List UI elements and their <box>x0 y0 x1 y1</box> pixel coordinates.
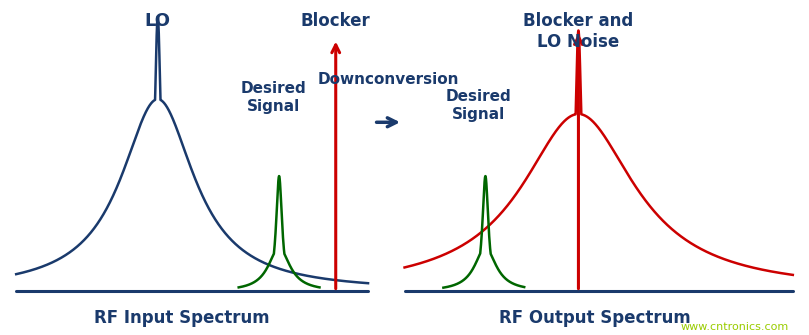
Text: Desired
Signal: Desired Signal <box>446 89 512 122</box>
Text: RF Input Spectrum: RF Input Spectrum <box>94 309 270 327</box>
Text: Blocker and
LO Noise: Blocker and LO Noise <box>523 12 633 51</box>
Text: Blocker: Blocker <box>301 12 371 30</box>
Text: RF Output Spectrum: RF Output Spectrum <box>498 309 691 327</box>
Text: Downconversion: Downconversion <box>318 72 459 87</box>
Text: LO: LO <box>145 12 171 30</box>
Text: www.cntronics.com: www.cntronics.com <box>680 322 789 332</box>
Text: Desired
Signal: Desired Signal <box>240 81 307 114</box>
